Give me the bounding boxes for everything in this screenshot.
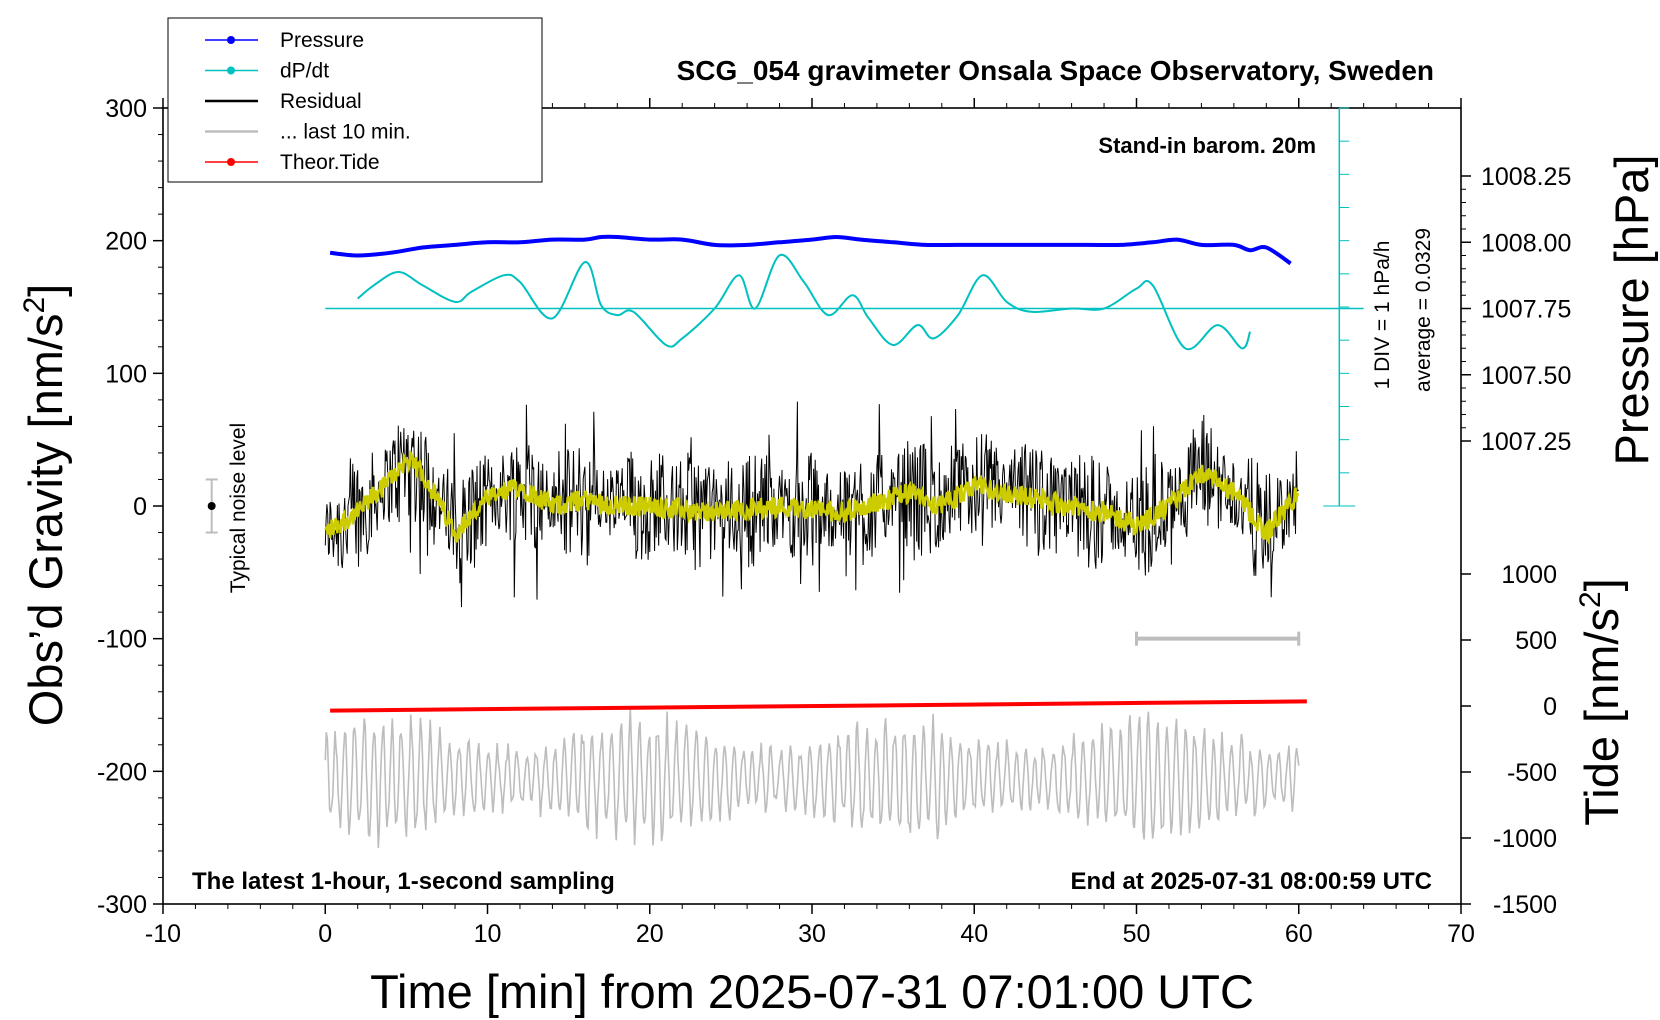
y-axis-label-tide: Tide [nm/s2] [1574,578,1628,825]
axis-ticks: -10 0 10 20 30 40 50 60 703002001000-100-200-300… [97,95,1571,948]
legend-entries: Pressure dP/dt Residual ... last 10 min. The… [205,29,411,174]
typical-noise-label: Typical noise level [227,423,250,593]
pressure-tick-label: 1007.25 [1481,428,1571,456]
dpdt-series [357,253,1252,351]
legend-swatch-marker [227,36,235,44]
x-tick-label: -10 [145,920,181,948]
legend-label: Pressure [280,29,364,52]
average-label: average = 0.0329 [1412,228,1435,392]
last10-series [324,708,1300,849]
y-tick-label: 100 [105,360,147,388]
x-tick-label: 10 [474,920,502,948]
y-axis-label-left: Obs’d Gravity [nm/s2] [18,284,72,726]
x-tick-label: 20 [636,920,664,948]
legend-label: dP/dt [280,60,329,83]
tide-series [330,699,1307,713]
noise-bar-center [207,502,216,510]
tide-tick-label: 1000 [1501,561,1557,589]
x-tick-label: 40 [960,920,988,948]
x-tick-label: 60 [1285,920,1313,948]
chart-title: SCG_054 gravimeter Onsala Space Observat… [677,55,1434,86]
y-tick-label: 0 [133,493,147,521]
div-scale-label: 1 DIV = 1 hPa/h [1371,241,1394,390]
y-tick-label: 300 [105,95,147,123]
y-tick-label: -200 [97,758,147,786]
tide-tick-label: -500 [1507,759,1557,787]
legend-label: Theor.Tide [280,151,380,174]
smoothed-residual-series [324,450,1300,545]
legend-swatch-marker [227,158,235,166]
pressure-series [329,234,1292,266]
tide-tick-label: 500 [1515,627,1557,655]
pressure-tick-label: 1007.75 [1481,296,1571,324]
x-axis-label: Time [min] from 2025-07-31 07:01:00 UTC [370,965,1254,1018]
y-axis-label-pressure: Pressure [hPa] [1605,155,1658,466]
x-tick-label: 30 [798,920,826,948]
tide-tick-label: 0 [1543,693,1557,721]
bottom-right-note: End at 2025-07-31 08:00:59 UTC [1071,868,1433,895]
legend: Pressure dP/dt Residual ... last 10 min. The… [167,17,543,183]
x-tick-label: 70 [1447,920,1475,948]
pressure-tick-label: 1008.00 [1481,229,1571,257]
pressure-tick-label: 1008.25 [1481,163,1571,191]
legend-label: Residual [280,90,362,113]
y-tick-label: -100 [97,626,147,654]
y-tick-label: 200 [105,228,147,256]
stand-in-barometer-note: Stand-in barom. 20m [1098,133,1316,158]
y-tick-label: -300 [97,891,147,919]
pressure-tick-label: 1007.50 [1481,362,1571,390]
x-tick-label: 0 [318,920,332,948]
legend-label: ... last 10 min. [280,121,411,144]
tide-tick-label: -1500 [1493,891,1557,919]
data-series [205,107,1364,849]
residual-series [324,401,1299,608]
bottom-left-note: The latest 1-hour, 1-second sampling [192,868,615,895]
tide-tick-label: -1000 [1493,825,1557,853]
legend-swatch-marker [227,66,235,75]
x-tick-label: 50 [1123,920,1151,948]
